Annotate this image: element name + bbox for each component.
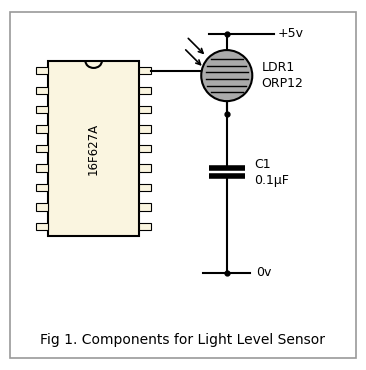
Bar <box>36 223 48 230</box>
Bar <box>48 61 139 236</box>
Text: 0v: 0v <box>256 266 271 279</box>
Bar <box>139 125 151 133</box>
Bar <box>139 203 151 211</box>
Text: C1: C1 <box>254 158 271 171</box>
Text: 0.1μF: 0.1μF <box>254 174 289 187</box>
Text: LDR1: LDR1 <box>261 61 295 74</box>
Bar <box>36 145 48 152</box>
Text: +5v: +5v <box>278 27 304 40</box>
Bar <box>36 164 48 172</box>
Text: 16F627A: 16F627A <box>87 122 100 175</box>
Bar <box>36 184 48 191</box>
Bar <box>36 125 48 133</box>
Bar <box>36 87 48 94</box>
Bar <box>139 164 151 172</box>
Bar <box>139 67 151 74</box>
Bar <box>36 106 48 113</box>
Bar <box>139 223 151 230</box>
Bar <box>139 106 151 113</box>
Bar <box>139 184 151 191</box>
Text: Fig 1. Components for Light Level Sensor: Fig 1. Components for Light Level Sensor <box>41 333 325 347</box>
Circle shape <box>201 50 252 101</box>
Bar <box>139 87 151 94</box>
Bar <box>36 67 48 74</box>
Text: ORP12: ORP12 <box>261 77 303 90</box>
Bar <box>139 145 151 152</box>
Bar <box>36 203 48 211</box>
